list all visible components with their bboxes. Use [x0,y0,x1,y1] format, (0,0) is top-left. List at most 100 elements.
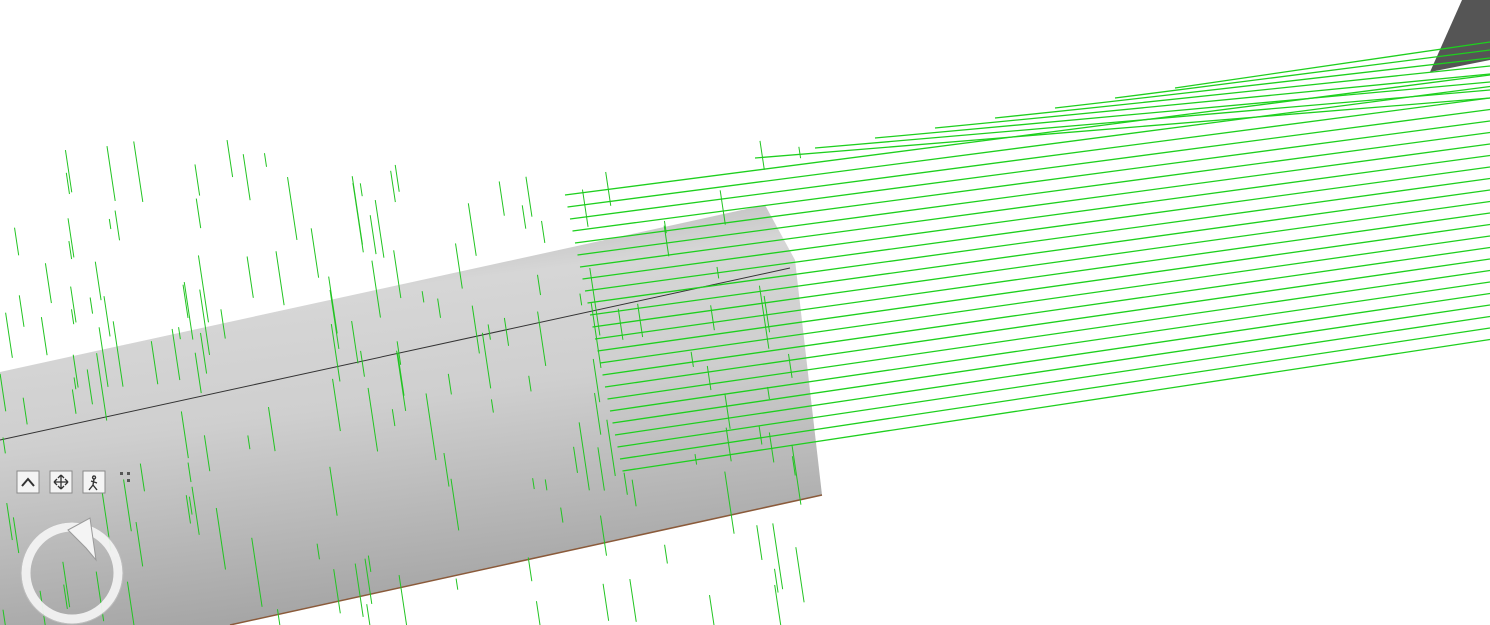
bolt-stub [592,358,601,403]
bolt-stub [333,569,341,614]
bolt-stub [541,220,546,244]
bolt-stub [537,311,547,366]
bolt-stub [194,164,201,196]
bolt-stub [70,309,75,325]
bolt-stub [774,584,782,625]
bolt-stub [72,354,79,388]
grey-pipe [0,205,822,625]
bolt-stub [287,176,298,240]
bolt-stub [503,317,510,346]
bolt-stub [393,250,402,299]
bolt-stub [455,578,459,590]
more-icon[interactable] [120,472,130,482]
bolt-stub [180,411,189,459]
bolt-stub [226,139,234,178]
bolt-stub [188,496,193,515]
pan-icon [53,474,69,490]
bolt-stub [332,378,341,432]
bolt-stub [443,453,450,487]
bolt-stub [123,479,132,532]
bolt-stub [22,397,28,425]
bolt-stub [772,523,784,590]
bolt-stub [5,312,13,358]
bolt-line [587,177,1490,304]
bolt-line [577,131,1490,256]
bolt-stub [471,305,480,354]
bolt-stub [139,463,145,492]
bolt-stub [275,251,285,306]
bolt-stub [329,466,338,516]
bolt-stub [602,583,610,621]
bolt-stub [394,164,400,192]
bolt-stub [2,437,6,454]
bolt-stub [578,422,590,491]
bolt-stub [351,320,359,364]
bolt-line [569,97,1490,220]
bolt-stub [40,317,48,356]
bolt-line [617,315,1490,448]
bolt-stub [590,302,602,369]
up-icon [21,477,35,487]
bolt-line [564,74,1490,196]
bolt-stub [528,375,532,392]
bolt-stub [44,263,52,304]
dark-beam [1430,0,1490,72]
bolt-stub [369,215,377,255]
bolt-stub [396,341,402,365]
bolt-stub [112,321,124,387]
bolt-stub [398,574,408,625]
bolt-stub [397,352,405,396]
bolt-stub [617,308,624,340]
bolt-stub [62,561,71,608]
bolt-stub [71,389,77,414]
bolt-stub [310,228,320,278]
bolt-stub [597,447,605,491]
bolt-stub [374,199,385,258]
bolt-stub [103,296,111,337]
bolt-stub [203,435,211,472]
bolt-line [994,65,1490,119]
bolt-stub [521,205,527,229]
bolt-stub [94,261,102,301]
bolt-stub [532,478,535,490]
bolt-stub [2,609,6,625]
bolt-stub [135,521,144,567]
bolt-stub [579,293,583,306]
orbit-outline [20,521,124,625]
bolt-stub [67,218,75,258]
bolt-stub [629,579,637,622]
bolt-stub [716,266,720,279]
bolt-stub [187,462,192,483]
bolt-line [612,292,1490,424]
bolt-stub [73,377,77,390]
bolt-stub [114,210,121,241]
bolt-stub [791,456,796,476]
bolt-stub [330,323,341,382]
bolt-stub [663,220,667,234]
bolt-stub [795,547,805,603]
bolt-line [614,304,1490,436]
bolt-line [572,108,1490,232]
bolt-stub [706,365,712,391]
orbit-arrow [67,517,97,562]
bolt-stub [200,332,208,374]
bolt-stub [437,298,442,318]
bolt-line [599,235,1490,364]
orbit-control[interactable] [21,522,123,624]
bolt-stub [768,432,775,463]
bolt-stub [759,140,765,170]
bolt-stub [98,327,109,387]
bolt-stub [425,393,437,461]
bolt-line [1174,41,1490,89]
bolt-stub [367,387,379,452]
bolt-stub [544,479,548,491]
up-button[interactable] [16,470,40,494]
bolt-stub [328,276,338,334]
bolt-stub [63,584,68,609]
bolt-stub [724,471,735,534]
bolt-stub [316,543,320,560]
bolt-stub [573,446,578,473]
bolt-stub [251,537,263,607]
